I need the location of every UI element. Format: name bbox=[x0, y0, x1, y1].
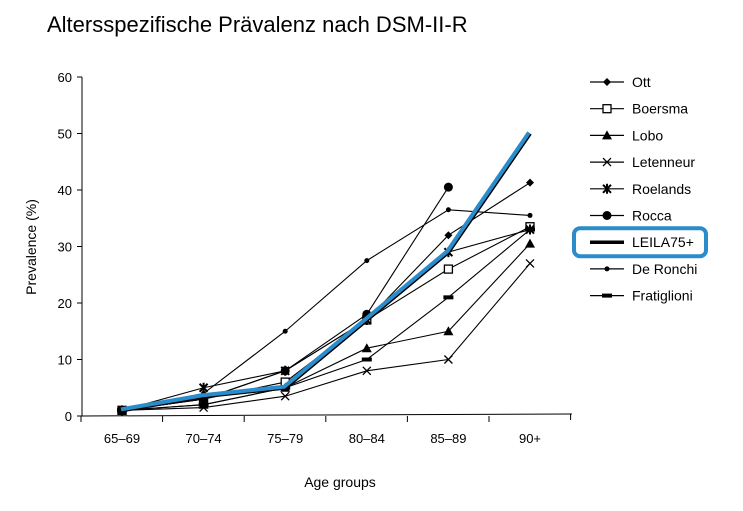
data-point bbox=[525, 258, 535, 268]
y-axis-label: Prevalence (%) bbox=[23, 199, 39, 295]
legend-label: Roelands bbox=[632, 181, 691, 197]
legend-label: Ott bbox=[632, 74, 651, 90]
series-lobo bbox=[117, 238, 535, 415]
y-tick-label: 40 bbox=[58, 183, 72, 198]
data-point bbox=[525, 227, 535, 232]
x-axis-label: Age groups bbox=[304, 474, 376, 490]
legend-marker bbox=[604, 266, 610, 272]
series-line bbox=[121, 229, 531, 411]
y-tick-label: 20 bbox=[58, 296, 72, 311]
legend-label: De Ronchi bbox=[632, 261, 697, 277]
data-point bbox=[443, 326, 454, 336]
series-line bbox=[121, 263, 531, 411]
data-point bbox=[443, 264, 454, 274]
x-tick-label: 65–69 bbox=[104, 431, 140, 446]
legend-marker bbox=[602, 130, 612, 140]
data-point bbox=[443, 295, 454, 300]
data-point bbox=[364, 258, 370, 264]
legend-item: Lobo bbox=[590, 127, 663, 143]
legend-item: Boersma bbox=[590, 101, 688, 117]
legend-label: Letenneur bbox=[632, 154, 695, 170]
x-tick-label: 90+ bbox=[519, 431, 541, 446]
x-tick-label: 75–79 bbox=[267, 431, 303, 446]
y-tick-label: 10 bbox=[58, 353, 72, 368]
series-letenneur bbox=[117, 258, 535, 415]
data-point bbox=[525, 238, 535, 248]
legend-item: Letenneur bbox=[590, 154, 695, 170]
legend-highlight-box bbox=[572, 226, 708, 259]
series-line bbox=[121, 243, 531, 411]
data-point bbox=[443, 355, 453, 364]
x-tick-label: 85–89 bbox=[430, 431, 466, 446]
series-line bbox=[121, 229, 531, 411]
data-point bbox=[443, 182, 453, 192]
data-point bbox=[445, 207, 451, 213]
legend-label: Lobo bbox=[632, 127, 663, 143]
x-axis bbox=[81, 413, 573, 417]
series-leila75 bbox=[120, 131, 532, 413]
legend-item: LEILA75+ bbox=[572, 226, 708, 259]
data-point bbox=[280, 366, 290, 376]
x-tick-label: 70–74 bbox=[186, 431, 222, 446]
legend-marker bbox=[603, 78, 611, 86]
series-fratiglioni bbox=[117, 227, 535, 413]
series-line-highlight bbox=[120, 131, 531, 412]
legend-marker bbox=[602, 211, 612, 220]
legend-item: Ott bbox=[590, 74, 651, 90]
legend-marker bbox=[602, 104, 612, 114]
chart-title: Altersspezifische Prävalenz nach DSM-II-… bbox=[47, 12, 468, 37]
legend-marker bbox=[602, 157, 612, 167]
legend-label: Rocca bbox=[632, 208, 672, 224]
series-boersma bbox=[117, 222, 535, 416]
series-line bbox=[121, 186, 449, 411]
data-point bbox=[362, 366, 372, 376]
series-roelands bbox=[117, 224, 535, 416]
legend-label: Fratiglioni bbox=[632, 288, 693, 304]
data-point bbox=[282, 328, 288, 334]
legend-item: Fratiglioni bbox=[590, 288, 693, 304]
legend-label: Boersma bbox=[632, 101, 688, 117]
data-point bbox=[444, 231, 453, 240]
legend-marker bbox=[602, 293, 612, 298]
legend-label: LEILA75+ bbox=[632, 234, 694, 250]
data-point bbox=[361, 343, 372, 353]
data-point bbox=[280, 391, 290, 401]
legend-item: Roelands bbox=[590, 181, 691, 197]
data-point bbox=[526, 178, 534, 187]
data-point bbox=[361, 357, 372, 362]
y-tick-label: 30 bbox=[58, 240, 72, 255]
legend-marker bbox=[602, 183, 612, 194]
x-tick-label: 80–84 bbox=[349, 431, 385, 446]
y-tick-label: 60 bbox=[58, 70, 72, 85]
legend-item: De Ronchi bbox=[590, 261, 697, 277]
legend-item: Rocca bbox=[590, 208, 672, 224]
series-line bbox=[121, 132, 532, 413]
y-tick-label: 50 bbox=[58, 127, 72, 142]
data-point bbox=[198, 402, 209, 407]
series-de-ronchi bbox=[119, 207, 533, 413]
series-line bbox=[121, 226, 531, 411]
y-tick-label: 0 bbox=[65, 409, 72, 424]
data-point bbox=[527, 212, 533, 218]
